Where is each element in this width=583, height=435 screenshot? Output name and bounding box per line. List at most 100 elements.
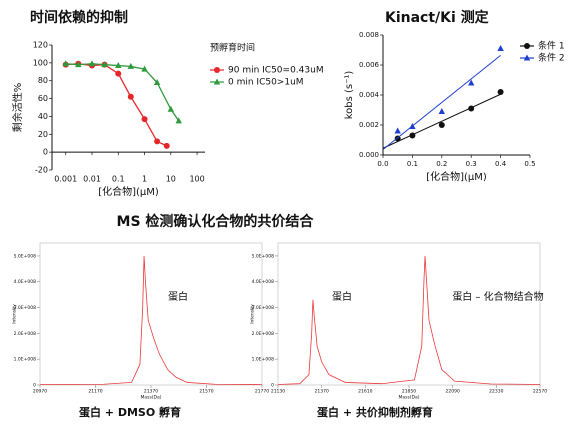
y-tick-label: 120: [33, 41, 48, 50]
y-tick-label: 0.000: [359, 151, 379, 159]
data-point: [167, 105, 175, 112]
data-point: [175, 117, 182, 124]
legend-marker: [523, 54, 531, 61]
caption: 蛋白 + DMSO 孵育: [79, 405, 181, 419]
x-tick-label: 0.01: [83, 175, 101, 184]
x-tick-label: 22090: [446, 389, 460, 395]
data-point: [409, 123, 416, 129]
section-title: MS 检测确认化合物的共价结合: [117, 213, 315, 230]
x-tick-label: 0.1: [407, 160, 418, 168]
data-point: [154, 138, 161, 145]
fit-line: [382, 93, 501, 149]
y-tick-label: 3.0E+008: [14, 305, 36, 311]
data-point: [468, 79, 475, 86]
x-tick-label: 22330: [489, 389, 503, 395]
x-axis-label: [化合物](μM): [98, 185, 159, 198]
x-tick-label: 21570: [199, 389, 213, 395]
data-point: [127, 93, 134, 100]
data-point: [127, 62, 135, 69]
x-tick-label: 100: [189, 175, 204, 184]
chart-title: Kinact/Ki 测定: [385, 9, 489, 26]
y-tick-label: 2.0E+008: [14, 331, 36, 337]
data-point: [468, 105, 475, 112]
y-tick-label: 0.002: [359, 121, 379, 129]
legend-label: 条件 1: [538, 40, 565, 52]
x-tick-label: 21170: [88, 389, 102, 395]
x-tick-label: 21370: [315, 389, 329, 395]
fit-line: [382, 54, 501, 150]
annotation: 蛋白: [168, 290, 188, 303]
data-point: [438, 122, 445, 128]
data-point: [101, 61, 108, 68]
legend-label: 条件 2: [538, 52, 565, 64]
x-tick-label: 20970: [33, 389, 47, 395]
y-axis-label: 剩余活性%: [11, 83, 24, 133]
x-tick-label: 10: [166, 175, 176, 184]
data-point: [115, 62, 122, 69]
x-tick-label: 22570: [533, 389, 547, 395]
plot-frame: [39, 242, 263, 386]
legend-marker: [214, 67, 220, 73]
y-tick-label: 0.004: [359, 91, 380, 99]
y-tick-label: 5.0E+008: [252, 253, 274, 259]
data-point: [153, 79, 161, 85]
data-point: [141, 65, 148, 72]
x-axis-label: Mass(Da): [140, 395, 161, 401]
y-tick-label: 3.0E+008: [252, 305, 274, 311]
x-tick-label: 21850: [402, 389, 416, 395]
annotation: 蛋白: [332, 290, 352, 303]
x-tick-label: 0.5: [524, 160, 535, 168]
data-point: [163, 142, 170, 149]
legend-label: 0 min IC50>1uM: [228, 78, 304, 88]
annotation: 蛋白 – 化合物结合物: [452, 290, 543, 303]
x-tick-label: 0.1: [112, 175, 125, 184]
y-axis-label: Intensity: [250, 304, 256, 324]
data-point: [497, 45, 504, 51]
data-point: [409, 132, 416, 139]
y-tick-label: 80: [38, 76, 48, 85]
x-tick-label: 21130: [271, 389, 285, 395]
legend-marker: [213, 78, 221, 85]
x-tick-label: 21770: [255, 389, 269, 395]
data-point: [497, 89, 504, 95]
y-tick-label: 60: [38, 94, 48, 103]
data-point: [75, 61, 82, 68]
x-tick-label: 0.2: [436, 160, 447, 168]
y-tick-label: 1.0E+008: [252, 357, 274, 363]
x-tick-label: 21610: [358, 389, 372, 395]
x-axis-label: [化合物](μM): [426, 170, 487, 183]
data-point: [88, 60, 96, 67]
x-tick-label: 1: [142, 175, 147, 184]
y-axis-label: kobs (s⁻¹): [344, 71, 355, 120]
chart-title: 时间依赖的抑制: [30, 9, 128, 26]
series-line: [277, 255, 541, 385]
plot-frame: [277, 242, 541, 386]
data-point: [141, 116, 148, 123]
y-tick-label: 4.0E+008: [14, 279, 36, 285]
y-tick-label: 0: [43, 148, 48, 157]
x-tick-label: 0.0: [377, 160, 388, 168]
x-tick-label: 0.4: [495, 160, 507, 168]
y-tick-label: 20: [38, 130, 48, 139]
x-tick-label: 21370: [144, 389, 158, 395]
y-tick-label: -20: [35, 166, 48, 175]
legend-marker: [524, 43, 530, 49]
y-tick-label: 0: [33, 383, 36, 389]
caption: 蛋白 + 共价抑制剂孵育: [317, 405, 433, 419]
y-tick-label: 0: [271, 383, 274, 389]
legend-label: 90 min IC50=0.43uM: [228, 66, 324, 76]
x-axis-label: Mass(Da): [398, 395, 419, 401]
data-point: [394, 127, 401, 134]
series-line: [65, 63, 180, 122]
data-point: [62, 60, 69, 67]
y-tick-label: 1.0E+008: [14, 357, 36, 363]
y-tick-label: 0.006: [359, 61, 380, 69]
data-point: [115, 70, 122, 77]
y-tick-label: 100: [33, 58, 48, 67]
x-tick-label: 0.3: [466, 160, 477, 168]
legend-title: 预孵育时间: [210, 42, 255, 54]
y-tick-label: 2.0E+008: [252, 331, 274, 337]
y-axis-label: Intensity: [12, 304, 18, 324]
y-tick-label: 0.008: [359, 31, 379, 39]
y-tick-label: 5.0E+008: [14, 253, 36, 259]
